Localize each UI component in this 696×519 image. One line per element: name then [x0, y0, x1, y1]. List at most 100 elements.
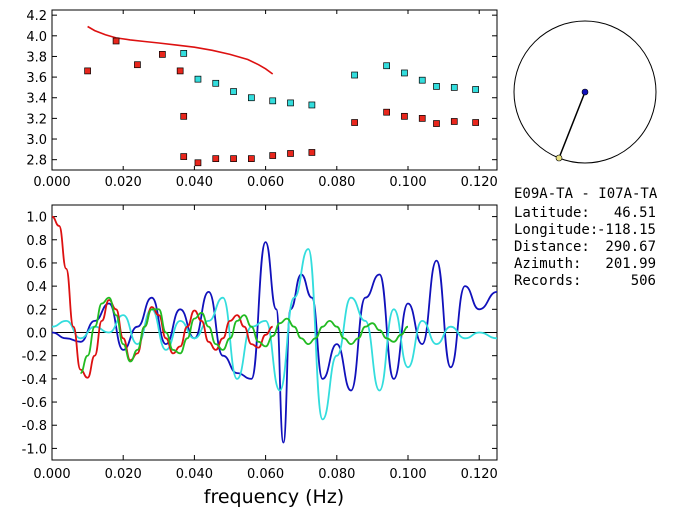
top-y-tick-label: 3.0 [26, 133, 47, 148]
red-velocity-point [176, 67, 184, 75]
red-velocity-point [433, 120, 440, 127]
top-y-tick-label: 2.8 [26, 154, 47, 169]
correlation-axes: 0.000 0.020 0.040 0.060 0.080 0.100 0.120 1.0 0.… [22, 205, 498, 482]
info-value-latitude: 46.51 [614, 205, 656, 221]
cyan-correlation-line [51, 248, 498, 421]
top-y-tick-label: 4.2 [26, 9, 47, 24]
bottom-x-tick-label: 0.080 [318, 467, 355, 482]
x-axis-label: frequency (Hz) [204, 486, 344, 508]
bottom-x-tick-label: 0.020 [105, 467, 142, 482]
red-velocity-point [351, 119, 358, 126]
dispersion-panel: 0.000 0.020 0.040 0.060 0.080 0.100 0.120 2.8 3.… [26, 9, 497, 190]
dispersion-series [84, 25, 479, 167]
cyan-velocity-point [230, 88, 237, 95]
red-velocity-point [84, 67, 91, 75]
top-y-tick-label: 3.2 [26, 112, 47, 127]
red-velocity-point [248, 155, 255, 162]
top-y-tick-label: 3.6 [26, 71, 47, 86]
green-fit-line [80, 296, 409, 374]
cyan-velocity-point [472, 86, 479, 93]
cyan-velocity-point [418, 76, 426, 84]
bottom-y-tick-label: 0.0 [26, 327, 47, 342]
bottom-y-tick-label: 0.4 [26, 280, 47, 295]
bottom-y-tick-label: 0.2 [26, 303, 47, 318]
blue-correlation-line [51, 241, 498, 444]
red-velocity-point [472, 119, 479, 126]
red-velocity-point [180, 112, 188, 120]
cyan-velocity-point [248, 94, 255, 102]
cyan-velocity-point [194, 75, 202, 83]
cyan-velocity-point [450, 84, 458, 91]
bottom-x-tick-label: 0.060 [247, 467, 284, 482]
correlation-series [51, 215, 498, 444]
red-velocity-point [269, 152, 277, 159]
cyan-velocity-point [269, 97, 277, 105]
cyan-velocity-point [308, 101, 316, 109]
red-velocity-point [134, 61, 141, 69]
red-velocity-point [212, 155, 220, 162]
info-label-latitude: Latitude: [514, 205, 590, 221]
station-b-marker [555, 154, 563, 162]
map-circle [513, 20, 657, 164]
red-velocity-point [159, 51, 166, 58]
cyan-velocity-point [433, 83, 440, 90]
red-velocity-point [401, 112, 408, 120]
red-velocity-point [112, 37, 120, 45]
red-velocity-point [308, 149, 316, 156]
bottom-y-tick-label: -0.8 [22, 419, 47, 434]
top-x-tick-label: 0.020 [105, 175, 142, 190]
bottom-x-tick-label: 0.100 [389, 467, 426, 482]
info-value-records: 506 [631, 273, 656, 289]
info-value-longitude: -118.15 [597, 222, 656, 238]
cyan-velocity-point [401, 69, 408, 77]
red-velocity-point [180, 153, 188, 160]
red-velocity-point [383, 108, 390, 116]
bottom-y-tick-label: 0.8 [26, 234, 47, 249]
dispersion-curve [87, 25, 274, 75]
bottom-y-tick-label: -0.4 [22, 373, 47, 388]
info-label-azimuth: Azimuth: [514, 256, 581, 272]
dispersion-axes: 0.000 0.020 0.040 0.060 0.080 0.100 0.120 2.8 3.… [26, 9, 497, 190]
top-y-tick-label: 4.0 [26, 30, 47, 45]
info-value-azimuth: 201.99 [605, 256, 656, 272]
bottom-y-tick-label: -0.2 [22, 350, 47, 365]
red-velocity-point [287, 150, 294, 157]
cyan-velocity-point [287, 99, 294, 107]
dispersion-frame [51, 9, 498, 171]
bottom-y-tick-label: -1.0 [22, 442, 47, 457]
path-line [558, 91, 586, 159]
info-label-longitude: Longitude: [514, 222, 598, 238]
red-fit-line [51, 215, 273, 379]
top-y-tick-label: 3.8 [26, 50, 47, 65]
station-map [513, 20, 657, 164]
info-value-distance: 290.67 [605, 239, 656, 255]
bottom-y-tick-label: 1.0 [26, 211, 47, 226]
red-velocity-point [194, 159, 202, 167]
correlation-panel: 0.000 0.020 0.040 0.060 0.080 0.100 0.120 1.0 0.… [22, 204, 498, 508]
cyan-velocity-point [383, 62, 390, 70]
top-y-tick-label: 3.4 [26, 92, 47, 107]
cyan-velocity-point [180, 50, 188, 57]
top-x-tick-label: 0.100 [389, 175, 426, 190]
info-label-records: Records: [514, 273, 581, 289]
top-x-tick-label: 0.040 [176, 175, 213, 190]
station-info: E09A-TA - I07A-TA Latitude: 46.51 Longit… [514, 186, 658, 289]
cyan-velocity-point [212, 79, 220, 87]
red-velocity-point [450, 118, 458, 125]
station-a-marker [581, 88, 589, 96]
bottom-x-tick-label: 0.040 [176, 467, 213, 482]
cyan-velocity-point [351, 71, 358, 79]
top-x-tick-label: 0.120 [461, 175, 498, 190]
bottom-y-tick-label: -0.6 [22, 396, 47, 411]
top-x-tick-label: 0.060 [247, 175, 284, 190]
red-velocity-point [418, 115, 426, 122]
red-velocity-point [230, 155, 237, 162]
info-label-distance: Distance: [514, 239, 590, 255]
top-x-tick-label: 0.080 [318, 175, 355, 190]
bottom-x-tick-label: 0.000 [33, 467, 70, 482]
station-pair-title: E09A-TA - I07A-TA [514, 186, 658, 202]
bottom-x-tick-label: 0.120 [461, 467, 498, 482]
bottom-y-tick-label: 0.6 [26, 257, 47, 272]
top-x-tick-label: 0.000 [33, 175, 70, 190]
